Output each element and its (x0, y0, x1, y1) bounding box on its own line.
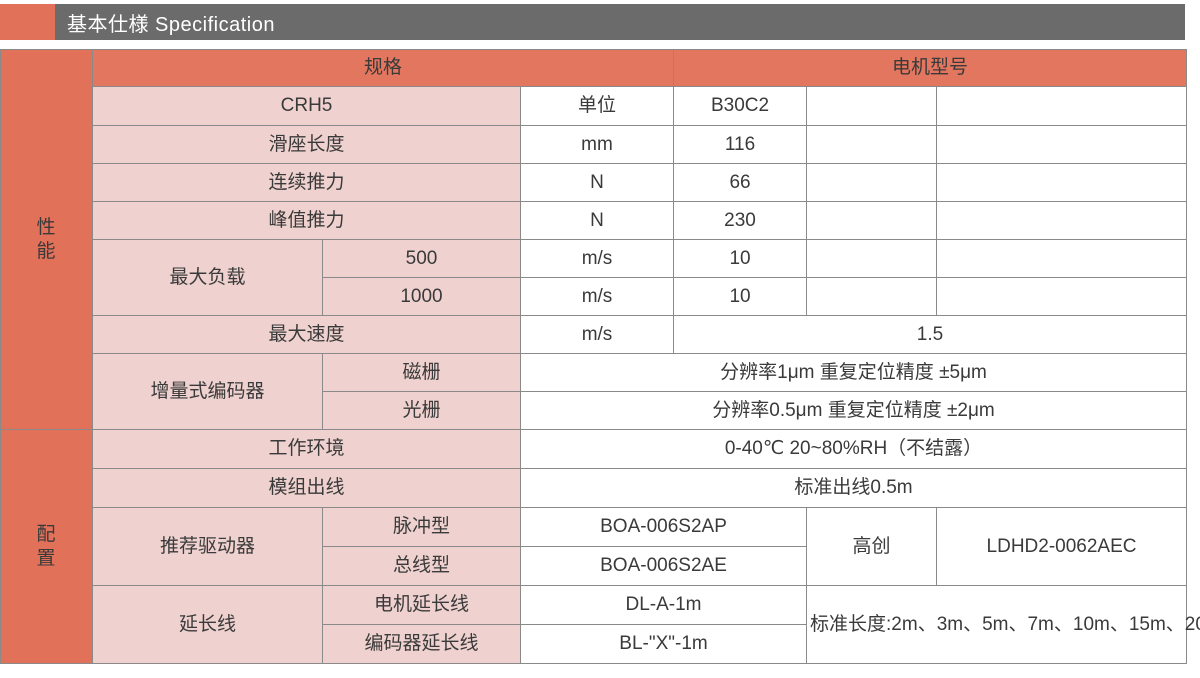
cell-driver-pulse-value: BOA-006S2AP (519, 507, 808, 547)
cell-max-load-1000-sub: 1000 (322, 277, 521, 316)
cell-max-load-1000-blank-2 (936, 277, 1188, 316)
section-title-bar: 基本仕様 Specification (0, 4, 1185, 40)
cell-model-code: B30C2 (673, 86, 808, 126)
cell-peak-thrust-blank-2 (936, 201, 1188, 240)
cell-environment-value: 0-40℃ 20~80%RH（不结露） (519, 429, 1188, 469)
table-row-continuous-thrust: 连续推力 N 66 (1, 163, 1188, 202)
cell-driver-label: 推荐驱动器 (92, 507, 323, 586)
cell-continuous-thrust-label: 连续推力 (92, 163, 521, 202)
section-label-performance: 性 能 (0, 49, 93, 430)
cell-model-blank-2 (936, 86, 1188, 126)
cell-module-outlet-value: 标准出线0.5m (519, 468, 1188, 508)
table-row-model: CRH5 单位 B30C2 (1, 86, 1188, 126)
cell-max-load-500-sub: 500 (322, 239, 521, 278)
cell-encoder-optical-sub: 光栅 (322, 391, 521, 430)
section-label-performance-char2: 能 (36, 240, 57, 262)
cell-slider-length-value: 116 (673, 125, 808, 164)
cell-encoder-magnetic-value: 分辨率1μm 重复定位精度 ±5μm (519, 353, 1188, 392)
page-title: 基本仕様 Specification (67, 13, 275, 36)
table-row-extension-motor: 延长线 电机延长线 DL-A-1m 标准长度:2m、3m、5m、7m、10m、1… (1, 585, 1200, 664)
section-label-configuration-char2: 置 (36, 547, 57, 569)
cell-driver-brand: 高创 (806, 507, 938, 586)
cell-max-load-500-unit: m/s (519, 239, 675, 278)
cell-module-outlet-label: 模组出线 (92, 468, 521, 508)
cell-max-load-500-blank-1 (806, 239, 938, 278)
section-label-performance-char1: 性 (36, 216, 57, 238)
table-row-module-outlet: 模组出线 标准出线0.5m (1, 468, 1188, 508)
table-row-encoder-optical: 光栅 分辨率0.5μm 重复定位精度 ±2μm (1, 391, 1188, 430)
table-row-driver-pulse: 推荐驱动器 脉冲型 BOA-006S2AP 高创 LDHD2-0062AEC (1, 507, 1188, 586)
cell-continuous-thrust-unit: N (519, 163, 675, 202)
cell-slider-length-blank-2 (936, 125, 1188, 164)
cell-max-load-500-value: 10 (673, 239, 808, 278)
cell-extension-note: 标准长度:2m、3m、5m、7m、10m、15m、20m,线缆按照配件选型 (806, 585, 1200, 664)
cell-model-blank-1 (806, 86, 938, 126)
cell-extension-encoder-sub: 编码器延长线 (322, 624, 521, 664)
table-row-environment: 配 置 工作环境 0-40℃ 20~80%RH（不结露） (0, 429, 1188, 664)
cell-slider-length-blank-1 (806, 125, 938, 164)
table-row-encoder-magnetic: 增量式编码器 磁栅 分辨率1μm 重复定位精度 ±5μm (1, 353, 1188, 430)
cell-max-load-500-blank-2 (936, 239, 1188, 278)
cell-continuous-thrust-blank-1 (806, 163, 938, 202)
specification-table: 性 能 规格 电机型号 CRH5 单位 B30C2 滑座长度 mm 116 连续… (0, 49, 1200, 664)
cell-peak-thrust-label: 峰值推力 (92, 201, 521, 240)
section-label-configuration-char1: 配 (36, 523, 57, 545)
cell-extension-label: 延长线 (92, 585, 323, 664)
cell-encoder-magnetic-sub: 磁栅 (322, 353, 521, 392)
group-header-motor-model: 电机型号 (673, 49, 1188, 87)
cell-max-load-1000-unit: m/s (519, 277, 675, 316)
cell-extension-motor-value: DL-A-1m (519, 585, 808, 625)
cell-peak-thrust-blank-1 (806, 201, 938, 240)
cell-driver-bus-value: BOA-006S2AE (519, 546, 808, 586)
cell-driver-brand-model: LDHD2-0062AEC (936, 507, 1188, 586)
cell-model-name: CRH5 (92, 86, 521, 126)
specification-table-wrap: 性 能 规格 电机型号 CRH5 单位 B30C2 滑座长度 mm 116 连续… (0, 49, 1200, 664)
title-accent-block (0, 4, 55, 40)
table-row-max-load-1000: 1000 m/s 10 (1, 277, 1188, 316)
cell-max-load-label: 最大负载 (92, 239, 323, 316)
cell-slider-length-label: 滑座长度 (92, 125, 521, 164)
table-row-group-header: 性 能 规格 电机型号 (0, 49, 1188, 430)
cell-max-speed-unit: m/s (519, 315, 675, 354)
cell-driver-bus-sub: 总线型 (322, 546, 521, 586)
group-header-spec: 规格 (91, 49, 675, 87)
cell-peak-thrust-value: 230 (673, 201, 808, 240)
cell-max-speed-label: 最大速度 (92, 315, 521, 354)
title-body: 基本仕様 Specification (55, 4, 1185, 40)
table-row-max-speed: 最大速度 m/s 1.5 (1, 315, 1188, 354)
cell-encoder-optical-value: 分辨率0.5μm 重复定位精度 ±2μm (519, 391, 1188, 430)
table-row-extension-encoder: 编码器延长线 BL-"X"-1m (1, 624, 1187, 664)
table-row-slider-length: 滑座长度 mm 116 (1, 125, 1188, 164)
cell-driver-pulse-sub: 脉冲型 (322, 507, 521, 547)
cell-encoder-label: 增量式编码器 (92, 353, 323, 430)
table-row-peak-thrust: 峰值推力 N 230 (1, 201, 1188, 240)
cell-slider-length-unit: mm (519, 125, 675, 164)
cell-environment-label: 工作环境 (92, 429, 521, 469)
section-label-configuration: 配 置 (0, 429, 93, 664)
cell-continuous-thrust-value: 66 (673, 163, 808, 202)
cell-max-load-1000-value: 10 (673, 277, 808, 316)
cell-unit-header: 单位 (519, 86, 675, 126)
cell-max-load-1000-blank-1 (806, 277, 938, 316)
cell-extension-motor-sub: 电机延长线 (322, 585, 521, 625)
table-row-max-load-500: 最大负载 500 m/s 10 (1, 239, 1188, 316)
cell-extension-encoder-value: BL-"X"-1m (519, 624, 808, 664)
cell-continuous-thrust-blank-2 (936, 163, 1188, 202)
cell-peak-thrust-unit: N (519, 201, 675, 240)
table-row-driver-bus: 总线型 BOA-006S2AE (1, 546, 1187, 586)
cell-max-speed-value: 1.5 (673, 315, 1188, 354)
